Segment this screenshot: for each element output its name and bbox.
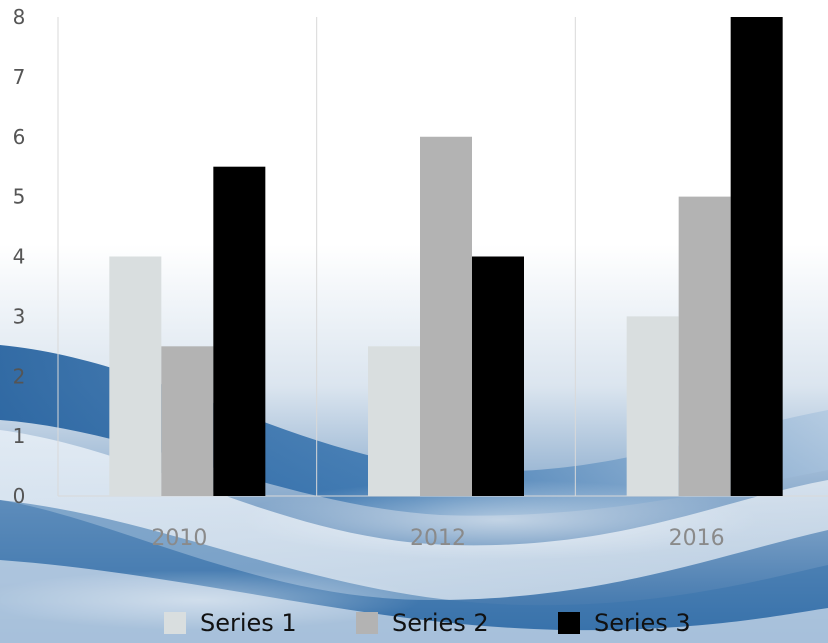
legend-swatch <box>558 612 580 634</box>
legend-label: Series 3 <box>594 609 691 637</box>
y-tick-label: 6 <box>13 125 26 149</box>
bar-series-3-2012 <box>472 256 524 496</box>
x-tick-label: 2012 <box>410 526 466 551</box>
y-tick-label: 5 <box>13 185 26 209</box>
bars <box>109 17 783 496</box>
y-tick-label: 7 <box>13 65 26 89</box>
x-axis: 2010 2012 2016 <box>151 526 724 551</box>
bar-series-1-2010 <box>109 256 162 496</box>
legend-item-series-2: Series 2 <box>356 608 489 638</box>
y-tick-label: 4 <box>13 245 26 269</box>
x-tick-label: 2010 <box>151 526 207 551</box>
y-tick-label: 1 <box>13 424 26 448</box>
bar-series-2-2016 <box>678 196 731 496</box>
legend-swatch <box>356 612 378 634</box>
y-tick-label: 2 <box>13 364 26 388</box>
legend-swatch <box>164 612 186 634</box>
y-tick-label: 3 <box>13 304 26 328</box>
legend-label: Series 2 <box>392 609 489 637</box>
bar-series-3-2016 <box>730 17 783 496</box>
y-axis: 0 1 2 3 4 5 6 7 8 <box>13 5 26 508</box>
bar-series-3-2010 <box>213 166 266 496</box>
bar-series-2-2010 <box>161 346 214 496</box>
bar-series-1-2012 <box>368 346 420 496</box>
legend-item-series-1: Series 1 <box>164 608 297 638</box>
y-tick-label: 8 <box>13 5 26 29</box>
legend-label: Series 1 <box>200 609 297 637</box>
y-tick-label: 0 <box>13 484 26 508</box>
legend: Series 1 Series 2 Series 3 <box>0 604 828 643</box>
x-tick-label: 2016 <box>669 526 725 551</box>
bar-series-2-2012 <box>420 136 472 496</box>
legend-item-series-3: Series 3 <box>558 608 691 638</box>
bar-series-1-2016 <box>626 316 679 496</box>
